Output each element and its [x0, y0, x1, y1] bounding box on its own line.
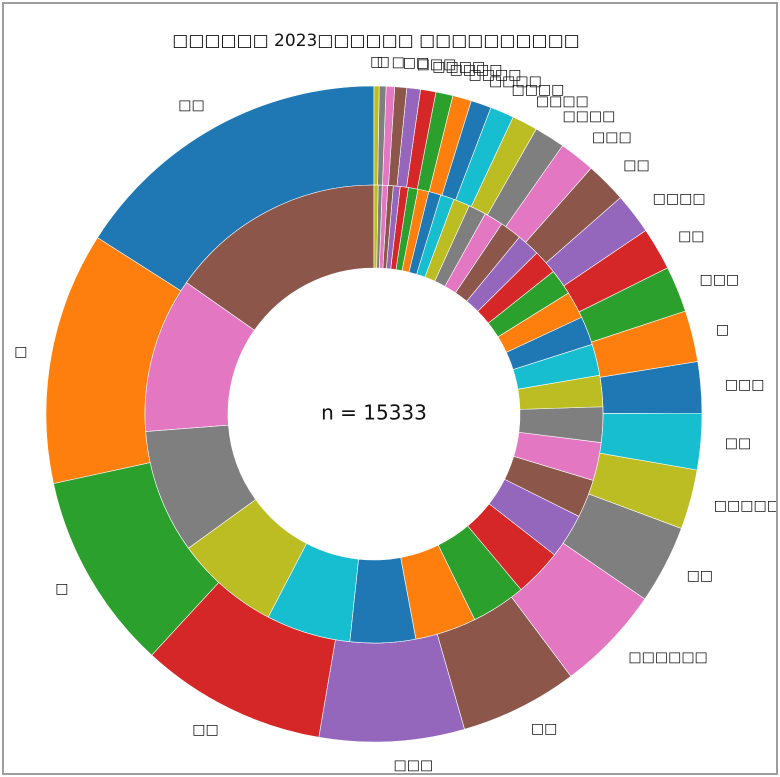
- outer-slice-label: □□: [178, 97, 204, 113]
- outer-slice-label: □□: [725, 436, 751, 452]
- center-count-label: n = 15333: [321, 401, 427, 425]
- outer-slice-label: □□: [623, 157, 649, 173]
- outer-slice-label: □□□□: [489, 73, 542, 89]
- outer-slice-label: □□□: [699, 272, 739, 288]
- outer-slice-label: □□□□: [536, 93, 589, 109]
- outer-slice-label: □□□: [592, 130, 632, 146]
- outer-slice-label: □□: [531, 721, 557, 737]
- outer-slice-label: □□□□: [562, 109, 615, 125]
- outer-slice-label: □□: [687, 568, 713, 584]
- outer-slice-label: □□□□: [450, 62, 503, 78]
- outer-slice-label: □□□□: [469, 67, 522, 83]
- outer-slice-label: □□□□: [653, 191, 706, 207]
- outer-slice-label: □□□: [725, 377, 765, 393]
- inner-slice: [373, 184, 379, 269]
- outer-slice-label: □: [377, 54, 390, 70]
- outer-slice-label: □: [55, 581, 68, 597]
- outer-slice-label: □□: [403, 55, 429, 71]
- outer-slice-label: □: [370, 54, 383, 70]
- outer-slice-label: □□□: [417, 57, 457, 73]
- outer-ring: [45, 85, 703, 743]
- outer-labels: □□□□□□□□□□□□□□□□□□□□□□□□□□□□□□□□□□□□□□□□…: [14, 54, 776, 773]
- outer-slice-label: □□□□: [432, 59, 485, 75]
- donut-chart: □□□□□□□□□□□□□□□□□□□□□□□□□□□□□□□□□□□□□□□□…: [14, 54, 776, 773]
- outer-slice-label: □□□: [394, 757, 434, 773]
- outer-slice-label: □□: [192, 722, 218, 738]
- outer-slice-label: □□□□: [511, 82, 564, 98]
- outer-slice-label: □□: [678, 229, 704, 245]
- outer-slice-label: □□□□□: [714, 498, 776, 514]
- outer-slice-label: □: [716, 322, 729, 338]
- outer-slice-label: □: [14, 344, 27, 360]
- inner-ring: [144, 184, 604, 644]
- chart-title: □□□□□□ 2023□□□□□□ □□□□□□□□□□: [172, 31, 580, 51]
- outer-slice-label: □: [392, 54, 405, 70]
- outer-slice-label: □□□□□□: [628, 649, 707, 665]
